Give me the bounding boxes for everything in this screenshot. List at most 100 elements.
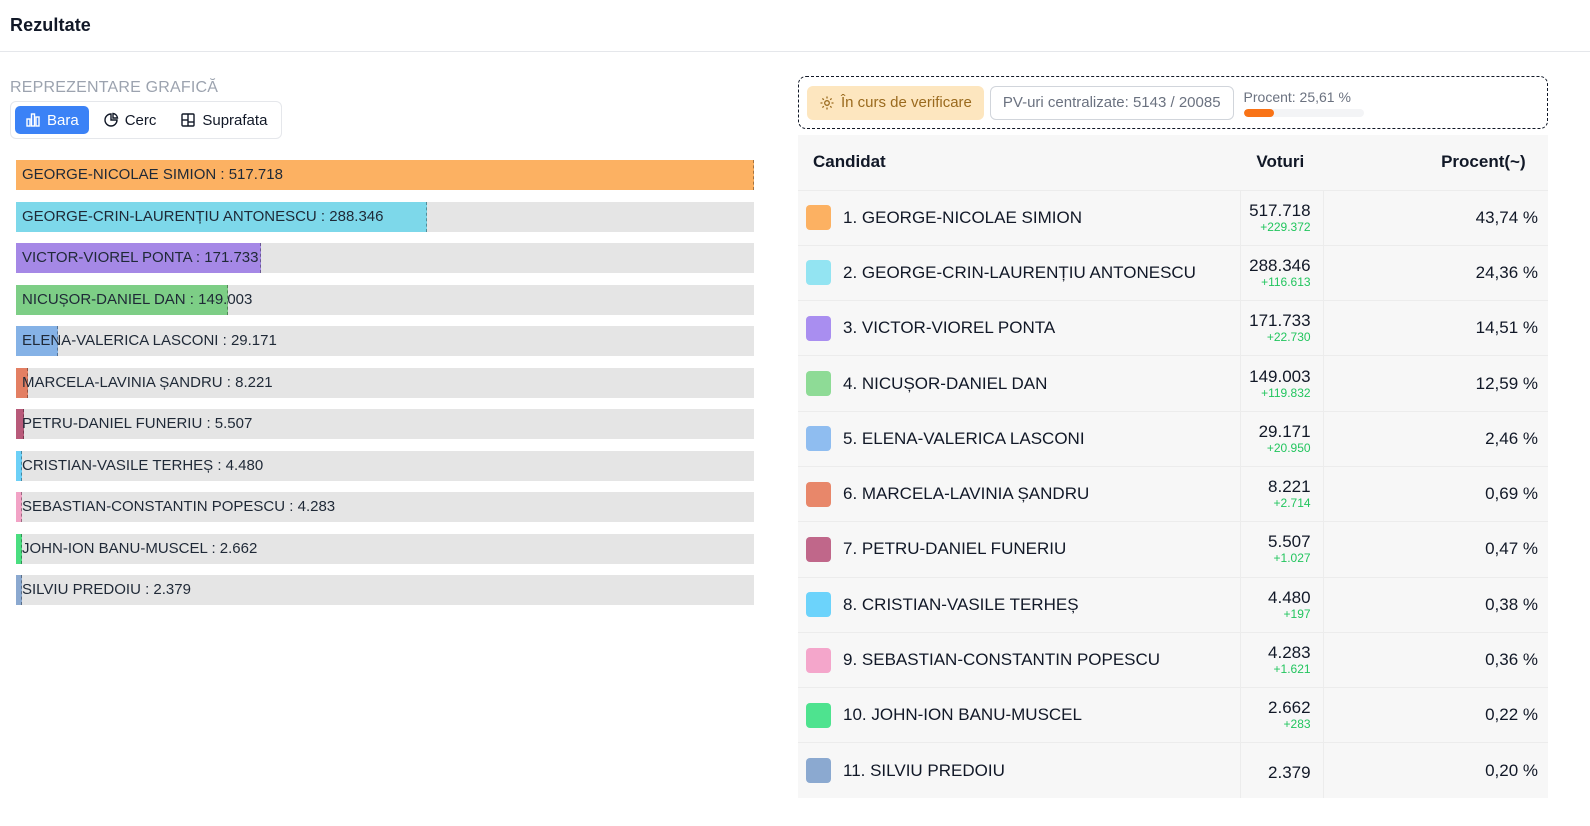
color-swatch (806, 315, 831, 341)
table-row[interactable]: 10. JOHN-ION BANU-MUSCEL 2.662 +283 0,22 % (798, 687, 1548, 743)
candidate-cell: 4. NICUȘOR-DANIEL DAN (798, 355, 1241, 412)
table-header-row: Candidat Voturi Procent(~) (798, 135, 1548, 190)
color-swatch (806, 260, 831, 286)
bar-chart: GEORGE-NICOLAE SIMION : 517.718 GEORGE-CR… (16, 160, 754, 617)
color-swatch (806, 592, 831, 618)
votes-value: 2.662 (1268, 698, 1311, 718)
page-header: Rezultate (0, 0, 1590, 52)
bar (16, 575, 22, 605)
candidate-name: 3. VICTOR-VIOREL PONTA (843, 318, 1056, 338)
candidate-cell: 2. GEORGE-CRIN-LAURENȚIU ANTONESCU (798, 244, 1241, 301)
candidate-cell: 8. CRISTIAN-VASILE TERHEȘ (798, 576, 1241, 633)
votes-cell: 2.662 +283 (1240, 687, 1324, 743)
gear-icon (820, 96, 834, 109)
bar-label: NICUȘOR-DANIEL DAN : 149.003 (22, 290, 253, 308)
candidate-name: 11. SILVIU PREDOIU (843, 760, 1005, 780)
percent-cell: 0,36 % (1323, 631, 1548, 688)
bar-row[interactable]: PETRU-DANIEL FUNERIU : 5.507 (16, 409, 754, 439)
votes-value: 2.379 (1268, 762, 1311, 782)
candidate-cell: 7. PETRU-DANIEL FUNERIU (798, 521, 1241, 578)
table-row[interactable]: 4. NICUȘOR-DANIEL DAN 149.003 +119.832 12,5… (798, 355, 1548, 412)
votes-value: 4.283 (1268, 643, 1311, 663)
header-percent: Procent(~) (1323, 135, 1548, 190)
votes-cell: 8.221 +2.714 (1240, 465, 1324, 522)
table-row[interactable]: 6. MARCELA-LAVINIA ȘANDRU 8.221 +2.714 0,69… (798, 465, 1548, 522)
candidate-cell: 10. JOHN-ION BANU-MUSCEL (798, 687, 1241, 743)
percent-cell: 0,22 % (1323, 687, 1548, 743)
table-row[interactable]: 7. PETRU-DANIEL FUNERIU 5.507 +1.027 0,47 % (798, 521, 1548, 578)
bar-row[interactable]: NICUȘOR-DANIEL DAN : 149.003 (16, 284, 754, 315)
table-row[interactable]: 5. ELENA-VALERICA LASCONI 29.171 +20.950 2,… (798, 410, 1548, 467)
candidate-cell: 9. SEBASTIAN-CONSTANTIN POPESCU (798, 631, 1241, 688)
bar-row[interactable]: VICTOR-VIOREL PONTA : 171.733 (16, 243, 754, 273)
votes-value: 288.346 (1249, 255, 1311, 275)
table-row[interactable]: 9. SEBASTIAN-CONSTANTIN POPESCU 4.283 +1.6… (798, 631, 1548, 688)
percent-cell: 24,36 % (1323, 244, 1548, 301)
bar-row[interactable]: MARCELA-LAVINIA ȘANDRU : 8.221 (16, 367, 754, 398)
bar-row[interactable]: SEBASTIAN-CONSTANTIN POPESCU : 4.283 (16, 492, 754, 522)
percent-cell: 0,38 % (1323, 576, 1548, 633)
bar-row[interactable]: GEORGE-NICOLAE SIMION : 517.718 (16, 160, 754, 190)
candidate-cell: 1. GEORGE-NICOLAE SIMION (798, 189, 1241, 246)
votes-delta: +1.621 (1273, 662, 1311, 677)
votes-cell: 2.379 (1240, 742, 1324, 799)
header-votes: Voturi (1240, 135, 1324, 190)
bar (16, 326, 58, 356)
bar-row[interactable]: SILVIU PREDOIU : 2.379 (16, 575, 754, 605)
progress-track (1243, 108, 1364, 117)
votes-value: 171.733 (1249, 311, 1311, 331)
votes-delta: +229.372 (1260, 219, 1311, 234)
results-panel: În curs de verificare PV-uri centralizat… (798, 76, 1548, 799)
candidate-cell: 6. MARCELA-LAVINIA ȘANDRU (798, 465, 1241, 522)
color-swatch (806, 647, 831, 673)
status-bar: În curs de verificare PV-uri centralizat… (798, 76, 1548, 129)
bar-label: VICTOR-VIOREL PONTA : 171.733 (22, 249, 259, 266)
table-row[interactable]: 2. GEORGE-CRIN-LAURENȚIU ANTONESCU 288.34… (798, 244, 1548, 301)
bar-label: GEORGE-NICOLAE SIMION : 517.718 (22, 166, 283, 183)
candidate-name: 5. ELENA-VALERICA LASCONI (843, 428, 1085, 448)
votes-value: 8.221 (1268, 477, 1311, 497)
color-swatch (806, 426, 831, 452)
votes-delta: +197 (1283, 606, 1311, 621)
table-row[interactable]: 3. VICTOR-VIOREL PONTA 171.733 +22.730 14,5… (798, 300, 1548, 356)
bar (16, 409, 24, 439)
votes-value: 29.171 (1258, 421, 1311, 441)
bar (16, 284, 229, 315)
bar-row[interactable]: CRISTIAN-VASILE TERHEȘ : 4.480 (16, 450, 754, 481)
verification-badge: În curs de verificare (807, 85, 984, 120)
votes-value: 149.003 (1249, 366, 1311, 386)
votes-cell: 4.283 +1.621 (1240, 631, 1324, 688)
votes-delta: +2.714 (1273, 496, 1311, 511)
color-swatch (806, 758, 831, 784)
votes-value: 5.507 (1268, 532, 1311, 552)
bar (16, 367, 28, 398)
table-row[interactable]: 1. GEORGE-NICOLAE SIMION 517.718 +229.372 4… (798, 189, 1548, 246)
percent-cell: 12,59 % (1323, 355, 1548, 412)
candidate-name: 1. GEORGE-NICOLAE SIMION (843, 207, 1082, 227)
header-candidate: Candidat (798, 135, 1241, 190)
votes-delta: +119.832 (1261, 385, 1311, 400)
bar-row[interactable]: ELENA-VALERICA LASCONI : 29.171 (16, 326, 754, 356)
view-pie-label: Cerc (124, 111, 157, 129)
votes-cell: 29.171 +20.950 (1240, 410, 1324, 467)
view-treemap-button[interactable]: Suprafata (170, 106, 277, 134)
bar-label: SILVIU PREDOIU : 2.379 (22, 581, 191, 598)
progress-fill (1243, 108, 1275, 117)
candidate-cell: 11. SILVIU PREDOIU (798, 742, 1241, 799)
bar (16, 492, 23, 522)
bar-row[interactable]: GEORGE-CRIN-LAURENȚIU ANTONESCU : 288.34… (16, 201, 754, 232)
candidate-name: 7. PETRU-DANIEL FUNERIU (843, 539, 1067, 559)
view-pie-button[interactable]: Cerc (93, 106, 167, 134)
percent-cell: 43,74 % (1323, 189, 1548, 246)
color-swatch (806, 702, 831, 728)
view-treemap-label: Suprafata (202, 111, 268, 129)
candidate-name: 4. NICUȘOR-DANIEL DAN (843, 373, 1048, 393)
table-row[interactable]: 8. CRISTIAN-VASILE TERHEȘ 4.480 +197 0,38 % (798, 576, 1548, 633)
percent-cell: 0,20 % (1323, 742, 1548, 799)
chart-type-switch: Bara Cerc Suprafata (10, 101, 283, 139)
table-row[interactable]: 11. SILVIU PREDOIU 2.379 0,20 % (798, 742, 1548, 799)
chart-panel: REPREZENTARE GRAFICĂ Bara Cerc Suprafata (10, 79, 760, 139)
view-bar-button[interactable]: Bara (15, 106, 89, 134)
votes-cell: 149.003 +119.832 (1240, 355, 1324, 412)
bar-row[interactable]: JOHN-ION BANU-MUSCEL : 2.662 (16, 533, 754, 564)
